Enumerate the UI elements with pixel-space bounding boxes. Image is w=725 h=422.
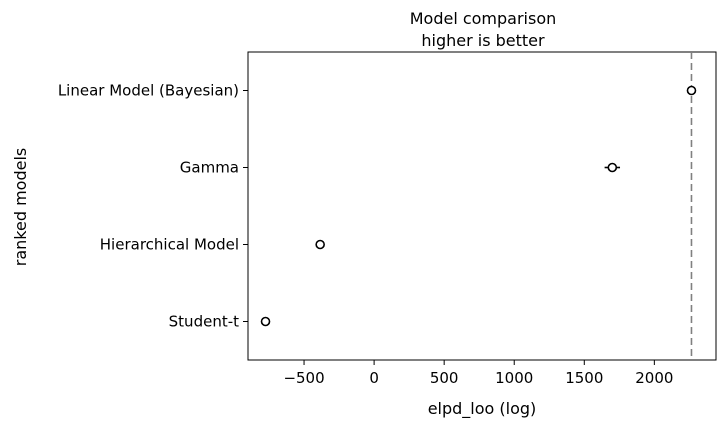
x-axis-label: elpd_loo (log) xyxy=(428,399,537,419)
model-label: Gamma xyxy=(180,159,239,177)
x-tick-label: 1000 xyxy=(495,369,533,387)
chart-title-line-2: higher is better xyxy=(421,31,545,50)
plot-frame xyxy=(247,51,717,361)
model-label: Hierarchical Model xyxy=(100,236,239,254)
x-tick-label: −500 xyxy=(283,369,324,387)
model-label: Linear Model (Bayesian) xyxy=(58,82,239,100)
x-tick-label: 500 xyxy=(430,369,459,387)
x-tick-label: 2000 xyxy=(635,369,673,387)
x-tick-label: 1500 xyxy=(565,369,603,387)
x-tick-label: 0 xyxy=(369,369,379,387)
y-axis-label: ranked models xyxy=(11,148,30,266)
chart-title-line-1: Model comparison xyxy=(410,9,557,28)
elpd-point xyxy=(607,162,618,173)
model-label: Student-t xyxy=(169,313,239,331)
elpd-point xyxy=(260,316,271,327)
elpd-point xyxy=(686,85,697,96)
elpd-point xyxy=(315,239,325,250)
plot-layer: −500 0 500 1000 1500 2000 Linear Model (Bayesi… xyxy=(58,52,697,387)
